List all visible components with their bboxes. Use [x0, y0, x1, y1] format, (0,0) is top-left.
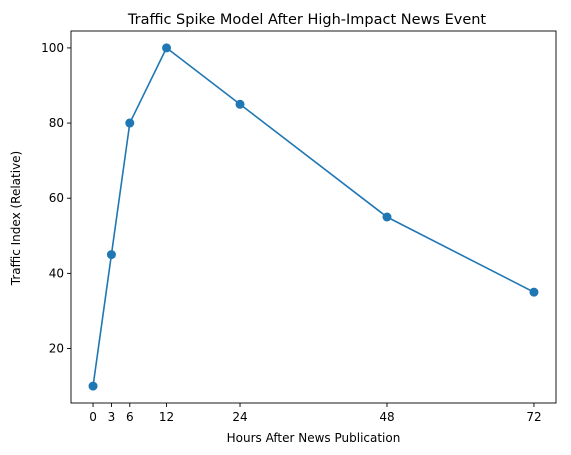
x-tick-label: 72 [526, 410, 541, 424]
data-point [125, 118, 135, 128]
x-tick-label: 12 [159, 410, 174, 424]
x-tick-label: 3 [108, 410, 116, 424]
x-axis-label: Hours After News Publication [227, 431, 401, 445]
x-tick-label: 48 [379, 410, 394, 424]
y-tick-label: 40 [49, 266, 64, 280]
series-line [92, 47, 535, 387]
data-point [162, 43, 172, 53]
y-tick-label: 100 [41, 41, 64, 55]
plot-frame [70, 30, 557, 404]
data-point [529, 287, 539, 297]
x-tick-label: 0 [89, 410, 97, 424]
data-point [88, 381, 98, 391]
x-tick-label: 6 [126, 410, 134, 424]
y-axis-label: Traffic Index (Relative) [9, 151, 23, 286]
y-tick-label: 20 [49, 342, 64, 356]
data-point [106, 250, 116, 260]
plot-area: 0 3 6 12 24 48 72 20 40 60 80 100 [41, 30, 557, 424]
data-point [382, 212, 392, 222]
chart-title: Traffic Spike Model After High-Impact Ne… [127, 12, 487, 28]
x-tick-label: 24 [232, 410, 247, 424]
y-tick-label: 60 [49, 191, 64, 205]
y-tick-label: 80 [49, 116, 64, 130]
data-point [235, 99, 245, 109]
